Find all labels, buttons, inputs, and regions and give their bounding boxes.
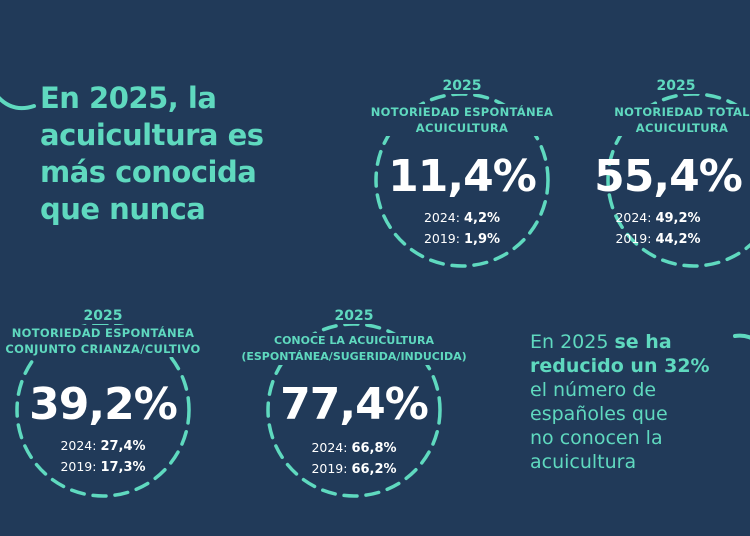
headline-line: acuicultura es (40, 118, 264, 152)
stat-history-row: 2019: 44,2% (615, 231, 701, 247)
stat-value: 39,2% (29, 379, 178, 430)
reduction-note: En 2025 se ha reducido un 32% el número … (530, 331, 710, 473)
stat-farming-awareness: 2025 NOTORIEDAD ESPONTÁNEA CONJUNTO CRIA… (0, 308, 239, 500)
decorative-arc-left (0, 96, 36, 111)
stat-value: 77,4% (280, 379, 429, 430)
stat-label: NOTORIEDAD ESPONTÁNEA CONJUNTO CRIANZA/C… (0, 325, 239, 357)
stat-value: 11,4% (388, 151, 537, 202)
stat-history-row: 2019: 1,9% (423, 231, 501, 247)
dashed-circle-icon (606, 92, 750, 268)
stat-history-row: 2019: 17,3% (60, 459, 146, 475)
stat-year: 2025 (326, 308, 382, 324)
headline-line: que nunca (40, 192, 206, 226)
stat-history-row: 2024: 27,4% (60, 438, 146, 454)
stat-history-row: 2024: 66,8% (311, 440, 397, 456)
stat-history-row: 2024: 49,2% (615, 210, 701, 226)
stat-label: NOTORIEDAD TOTAL ACUICULTURA (572, 104, 750, 136)
headline: En 2025, la acuicultura es más conocida … (40, 80, 264, 228)
stat-knows-aquaculture: 2025 CONOCE LA ACUICULTURA (ESPONTÁNEA/S… (218, 308, 490, 500)
stat-total-awareness: 2025 NOTORIEDAD TOTAL ACUICULTURA 55,4% … (572, 78, 750, 270)
dashed-circle-icon (374, 92, 550, 268)
dashed-circle-icon (15, 322, 191, 498)
dashed-circle-icon (266, 322, 442, 498)
stat-label: NOTORIEDAD ESPONTÁNEA ACUICULTURA (326, 104, 598, 136)
stat-history-row: 2019: 66,2% (311, 461, 397, 477)
stat-spontaneous-awareness: 2025 NOTORIEDAD ESPONTÁNEA ACUICULTURA 1… (326, 78, 598, 270)
headline-line: En 2025, la (40, 81, 217, 115)
stat-value: 55,4% (594, 151, 743, 202)
stat-year: 2025 (75, 308, 131, 324)
stat-year: 2025 (434, 78, 490, 94)
stat-label: CONOCE LA ACUICULTURA (ESPONTÁNEA/SUGERI… (218, 333, 490, 365)
headline-line: más conocida (40, 155, 257, 189)
decorative-arc-right (733, 333, 750, 340)
stat-history-row: 2024: 4,2% (423, 210, 501, 226)
stat-year: 2025 (648, 78, 704, 94)
